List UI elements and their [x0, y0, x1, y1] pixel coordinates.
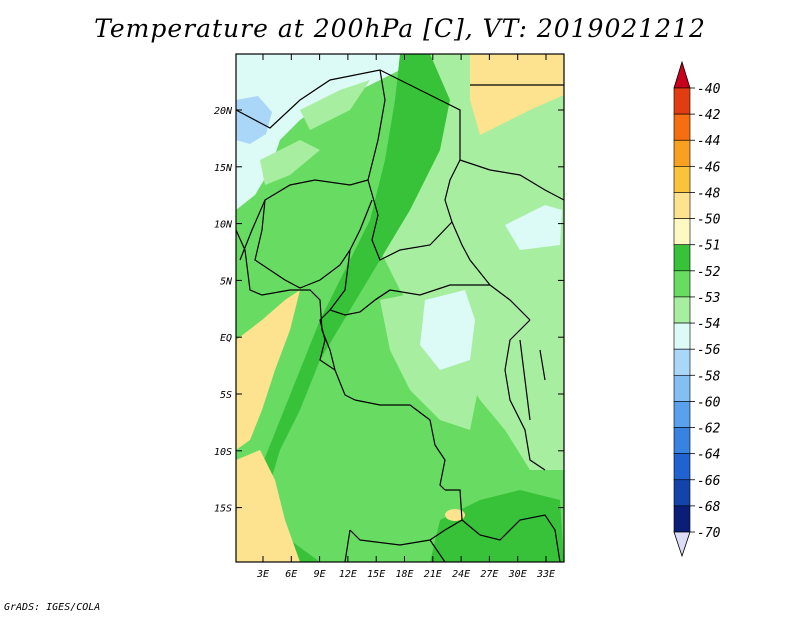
- colorbar-segment: [673, 374, 691, 402]
- colorbar-label: -42: [697, 108, 721, 123]
- border-drc-east: [504, 319, 546, 471]
- field-dark-green-south: [430, 490, 564, 562]
- lon-label: 21E: [424, 569, 442, 580]
- colorbar: -40 -42 -44 -46 -48 -50 -51 -52 -53 -54 -56 -58 -60 -…: [673, 60, 721, 558]
- border-lakes: [519, 339, 546, 421]
- field-cyan-center: [420, 290, 475, 370]
- border-zambia-east: [461, 514, 561, 562]
- colorbar-label: -46: [697, 160, 721, 175]
- lat-label: 15N: [214, 163, 233, 174]
- colorbar-label: -50: [697, 213, 721, 228]
- colorbar-segment: [673, 218, 691, 246]
- colorbar-segment: [673, 322, 691, 350]
- lon-label: 30E: [508, 569, 527, 580]
- lon-label: 6E: [285, 569, 297, 580]
- colorbar-label: -53: [697, 291, 720, 306]
- lat-label: 20N: [214, 106, 233, 117]
- colorbar-label: -40: [697, 82, 721, 97]
- map-frame: [235, 53, 565, 563]
- field-green-streak-1: [300, 80, 370, 130]
- border-libya-chad: [236, 69, 461, 160]
- lon-label: 12E: [339, 569, 357, 580]
- field-warm-southwest: [236, 290, 300, 450]
- border-congo: [319, 309, 356, 401]
- colorbar-segment: [673, 113, 691, 141]
- colorbar-segment: [673, 348, 691, 376]
- lat-label: 10S: [214, 447, 232, 458]
- lat-label: 15S: [214, 504, 232, 515]
- field-green-streak-2: [260, 140, 320, 185]
- colorbar-label: -68: [697, 500, 721, 515]
- colorbar-label: -44: [697, 134, 720, 149]
- field-warm-small: [445, 509, 465, 521]
- lon-label: 18E: [395, 569, 413, 580]
- chart-title: Temperature at 200hPa [C], VT: 201902121…: [94, 14, 706, 43]
- colorbar-label: -52: [697, 265, 721, 280]
- border-namibia: [344, 529, 351, 562]
- lon-label: 24E: [452, 569, 470, 580]
- colorbar-segment: [673, 505, 691, 533]
- field-cyan-east: [505, 205, 562, 250]
- colorbar-label: -62: [697, 422, 721, 437]
- border-chad-car: [367, 179, 453, 261]
- border-nigeria-cameroon: [254, 199, 373, 289]
- colorbar-segment: [673, 453, 691, 481]
- country-borders: [236, 69, 564, 562]
- colorbar-segment: [673, 87, 691, 115]
- colorbar-segment: [673, 166, 691, 193]
- border-botswana: [429, 539, 446, 562]
- lat-label: 5N: [220, 276, 233, 287]
- field-warm-northeast: [470, 54, 564, 135]
- colorbar-label: -64: [697, 448, 720, 463]
- colorbar-segment: [673, 427, 691, 454]
- temperature-field: [236, 54, 564, 562]
- footer-credit: GrADS: IGES/COLA: [4, 602, 101, 613]
- lat-label: 10N: [214, 220, 233, 231]
- border-coast: [236, 229, 336, 371]
- colorbar-label: -58: [697, 369, 721, 384]
- colorbar-segment: [673, 244, 691, 272]
- border-niger-chad: [239, 69, 386, 261]
- lon-label: 27E: [480, 569, 498, 580]
- lon-label: 15E: [367, 569, 385, 580]
- lat-label: 5S: [220, 390, 232, 401]
- field-warm-south: [236, 450, 300, 562]
- longitude-ticks: 3E 6E 9E 12E 15E 18E 21E 24E 27E 30E 33E: [256, 54, 555, 580]
- latitude-ticks: 20N 15N 10N 5N EQ 5S 10S 15S: [214, 106, 564, 515]
- border-car-drc: [374, 284, 531, 321]
- border-angola-zambia: [349, 489, 463, 546]
- colorbar-label: -60: [697, 395, 721, 410]
- colorbar-label: -56: [697, 343, 721, 358]
- lat-label: EQ: [220, 333, 232, 344]
- colorbar-segment: [673, 270, 691, 298]
- colorbar-top-arrow: [673, 60, 691, 89]
- colorbar-label: -54: [697, 317, 720, 332]
- colorbar-label: -70: [697, 526, 721, 541]
- colorbar-segment: [673, 192, 691, 219]
- lon-label: 33E: [536, 569, 555, 580]
- border-sudan-ss: [459, 159, 564, 201]
- colorbar-label: -51: [697, 239, 720, 254]
- colorbar-segment: [673, 296, 691, 324]
- field-dark-green-band: [250, 54, 450, 562]
- lon-label: 3E: [256, 569, 269, 580]
- colorbar-segment: [673, 139, 691, 167]
- colorbar-bottom-arrow: [673, 531, 691, 558]
- colorbar-label: -48: [697, 186, 721, 201]
- lon-label: 9E: [314, 569, 326, 580]
- field-cyan-northwest: [236, 54, 420, 210]
- colorbar-label: -66: [697, 474, 721, 489]
- border-drc-angola: [354, 399, 446, 491]
- colorbar-segment: [673, 479, 691, 507]
- colorbar-segment: [673, 401, 691, 428]
